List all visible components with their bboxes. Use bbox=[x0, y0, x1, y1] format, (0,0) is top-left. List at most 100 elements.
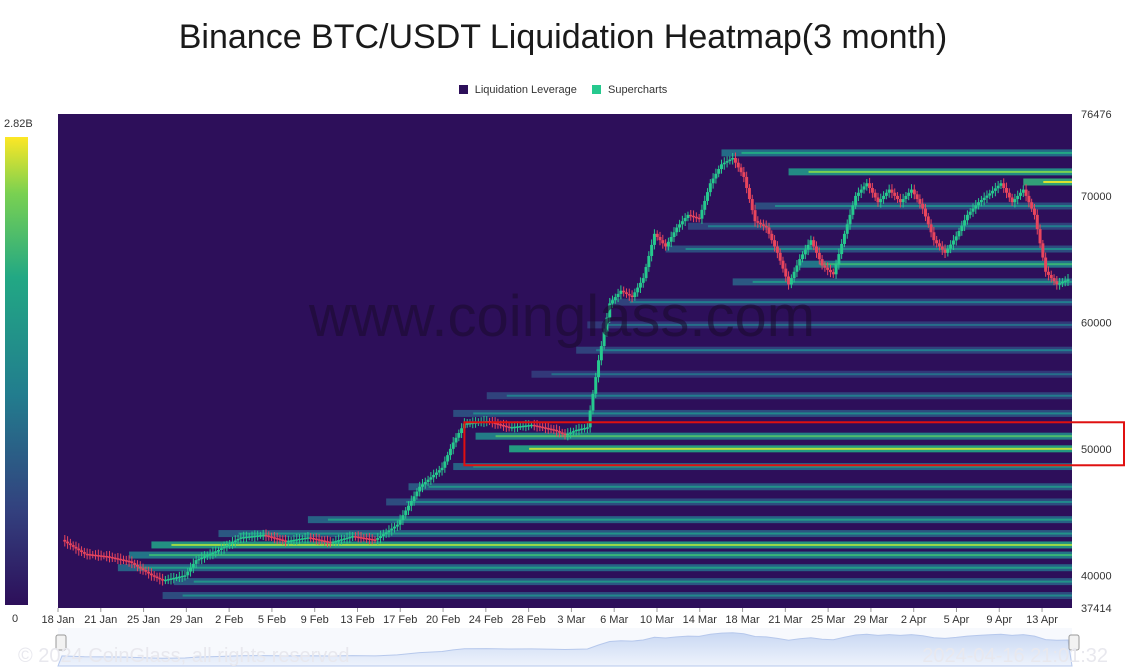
candle-body bbox=[91, 554, 95, 556]
liquidation-band-core bbox=[182, 594, 1073, 597]
navigator-handle-left[interactable] bbox=[55, 634, 67, 651]
candle-body bbox=[161, 579, 165, 581]
candle-body bbox=[141, 568, 145, 571]
candle-body bbox=[541, 426, 545, 429]
candle-body bbox=[524, 425, 528, 427]
candle-body bbox=[1052, 278, 1056, 282]
candle-body bbox=[348, 536, 352, 539]
candle-body bbox=[787, 276, 791, 285]
legend-item-supercharts[interactable]: Supercharts bbox=[591, 84, 667, 96]
liquidation-band-core bbox=[473, 412, 1072, 415]
y-tick-label: 60000 bbox=[1081, 317, 1112, 329]
liquidation-band-core bbox=[808, 170, 1072, 173]
candle-body bbox=[806, 244, 810, 250]
candle-body bbox=[194, 560, 198, 564]
candle-body bbox=[856, 192, 860, 196]
candle-body bbox=[591, 393, 595, 411]
x-axis: 18 Jan 21 Jan 25 Jan 29 Jan 2 Feb 5 Feb 9 Feb 1… bbox=[41, 608, 1058, 626]
candle-body bbox=[443, 461, 447, 468]
candle-body bbox=[1044, 257, 1048, 272]
candle-body bbox=[169, 578, 173, 580]
liquidation-band-core bbox=[752, 280, 1072, 283]
candle-body bbox=[820, 259, 824, 266]
x-tick-label: 5 Apr bbox=[944, 614, 970, 626]
candle-body bbox=[460, 428, 464, 434]
x-tick-label: 6 Mar bbox=[600, 614, 628, 626]
candle-body bbox=[124, 560, 128, 562]
candle-body bbox=[529, 424, 533, 427]
candle-body bbox=[183, 575, 187, 577]
candle-body bbox=[412, 496, 416, 501]
candle-body bbox=[538, 426, 542, 428]
candle-body bbox=[923, 208, 927, 217]
candle-body bbox=[518, 426, 522, 428]
candle-body bbox=[560, 432, 564, 434]
candle-body bbox=[256, 535, 260, 537]
navigator-handle-right[interactable] bbox=[1068, 634, 1080, 651]
candle-body bbox=[954, 236, 958, 241]
candle-body bbox=[94, 554, 98, 557]
candle-body bbox=[915, 194, 919, 200]
candle-body bbox=[739, 167, 743, 173]
candle-body bbox=[1002, 183, 1006, 188]
candle-body bbox=[222, 546, 226, 549]
candle-body bbox=[203, 556, 207, 558]
candle-body bbox=[597, 360, 601, 378]
candle-body bbox=[166, 579, 170, 581]
candle-body bbox=[74, 546, 78, 549]
candle-body bbox=[121, 559, 125, 561]
navigator-area bbox=[57, 632, 1073, 667]
candle-body bbox=[434, 472, 438, 475]
candle-body bbox=[80, 550, 84, 553]
candle-body bbox=[1055, 281, 1059, 285]
candle-body bbox=[230, 542, 234, 544]
liquidation-band-core bbox=[1043, 180, 1072, 183]
candle-body bbox=[859, 189, 863, 193]
candle-body bbox=[781, 260, 785, 269]
candle-body bbox=[1041, 243, 1045, 258]
candle-body bbox=[328, 541, 332, 544]
candle-body bbox=[395, 524, 399, 527]
candle-body bbox=[295, 539, 299, 541]
candle-body bbox=[957, 230, 961, 237]
x-tick-label: 24 Feb bbox=[469, 614, 503, 626]
candle-body bbox=[298, 538, 302, 541]
candle-body bbox=[756, 221, 760, 223]
candle-body bbox=[795, 265, 799, 272]
candle-body bbox=[616, 293, 620, 298]
candle-body bbox=[700, 209, 704, 219]
candle-body bbox=[873, 192, 877, 198]
candle-body bbox=[398, 519, 402, 525]
candle-body bbox=[300, 538, 304, 540]
candle-body bbox=[974, 205, 978, 209]
candle-body bbox=[437, 470, 441, 473]
candle-body bbox=[1005, 187, 1009, 193]
candle-body bbox=[127, 560, 131, 563]
candle-body bbox=[510, 427, 514, 429]
candle-body bbox=[583, 427, 587, 430]
candle-body bbox=[613, 297, 617, 301]
legend-item-liquidation-leverage[interactable]: Liquidation Leverage bbox=[458, 84, 577, 96]
candle-body bbox=[552, 429, 556, 431]
x-tick-label: 9 Feb bbox=[301, 614, 329, 626]
candle-body bbox=[66, 541, 70, 544]
liquidation-band-core bbox=[137, 566, 1072, 569]
candle-body bbox=[633, 292, 637, 298]
candle-body bbox=[334, 540, 338, 543]
candle-body bbox=[840, 243, 844, 255]
candle-body bbox=[638, 282, 642, 288]
candle-body bbox=[454, 437, 458, 443]
candle-body bbox=[588, 410, 592, 428]
candle-body bbox=[289, 540, 293, 542]
candle-body bbox=[317, 539, 321, 541]
candle-body bbox=[504, 425, 508, 428]
candle-body bbox=[611, 300, 615, 304]
candle-body bbox=[1007, 192, 1011, 198]
candle-body bbox=[949, 244, 953, 249]
candle-body bbox=[926, 216, 930, 225]
x-tick-label: 18 Jan bbox=[41, 614, 74, 626]
candle-body bbox=[792, 271, 796, 279]
candle-body bbox=[423, 482, 427, 485]
candle-body bbox=[532, 424, 536, 427]
candle-body bbox=[110, 556, 114, 559]
